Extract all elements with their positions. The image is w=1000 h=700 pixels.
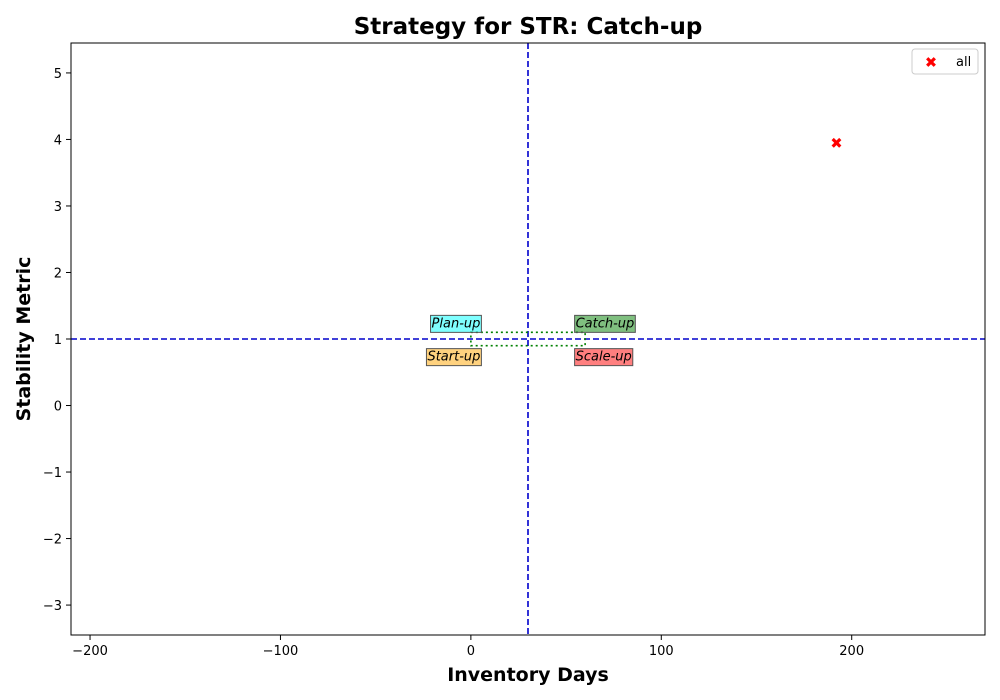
- x-tick-label: −200: [72, 644, 108, 659]
- chart-title: Strategy for STR: Catch-up: [354, 14, 703, 40]
- quadrant-label-box: [425, 348, 482, 367]
- x-tick-label: 0: [467, 644, 475, 659]
- y-axis-ticks: −3 −2 −1 0 1 2 3 4 5: [43, 67, 71, 614]
- plot-area: Plan-up Catch-up Start-up Scale-up: [70, 42, 986, 636]
- legend-entry: all: [956, 55, 971, 70]
- x-axis-label: Inventory Days: [447, 664, 609, 686]
- x-tick-label: −100: [263, 644, 299, 659]
- quadrant-label-text: Start-up: [427, 350, 480, 365]
- quadrant-label-box: [574, 314, 636, 333]
- y-tick-label: −2: [43, 533, 62, 548]
- quadrant-label-text: Scale-up: [576, 350, 632, 365]
- quadrant-label-start-up: Start-up: [425, 348, 482, 367]
- threshold-box: [470, 331, 586, 347]
- quadrant-label-plan-up: Plan-up: [430, 314, 482, 333]
- y-axis-label: Stability Metric: [13, 257, 35, 422]
- y-tick-label: 0: [54, 400, 62, 415]
- quadrant-label-text: Plan-up: [432, 316, 481, 331]
- y-tick-label: 3: [54, 200, 62, 215]
- y-tick-label: −3: [43, 599, 62, 614]
- x-tick-label: 100: [649, 644, 674, 659]
- legend-box: [911, 48, 979, 75]
- y-tick-label: 4: [54, 133, 62, 148]
- x-tick-label: 200: [839, 644, 864, 659]
- quadrant-label-catch-up: Catch-up: [574, 314, 636, 333]
- x-axis-ticks: −200 −100 0 100 200: [72, 635, 864, 659]
- quadrant-label-scale-up: Scale-up: [574, 348, 634, 367]
- y-tick-label: 5: [54, 67, 62, 82]
- legend: all: [911, 48, 979, 75]
- legend-marker: [926, 57, 936, 67]
- y-tick-label: −1: [43, 466, 62, 481]
- y-tick-label: 2: [54, 266, 62, 281]
- quadrant-label-box: [430, 314, 482, 333]
- quadrant-label-box: [574, 348, 634, 367]
- y-tick-label: 1: [54, 333, 62, 348]
- data-point: [831, 137, 842, 148]
- quadrant-label-text: Catch-up: [576, 316, 635, 331]
